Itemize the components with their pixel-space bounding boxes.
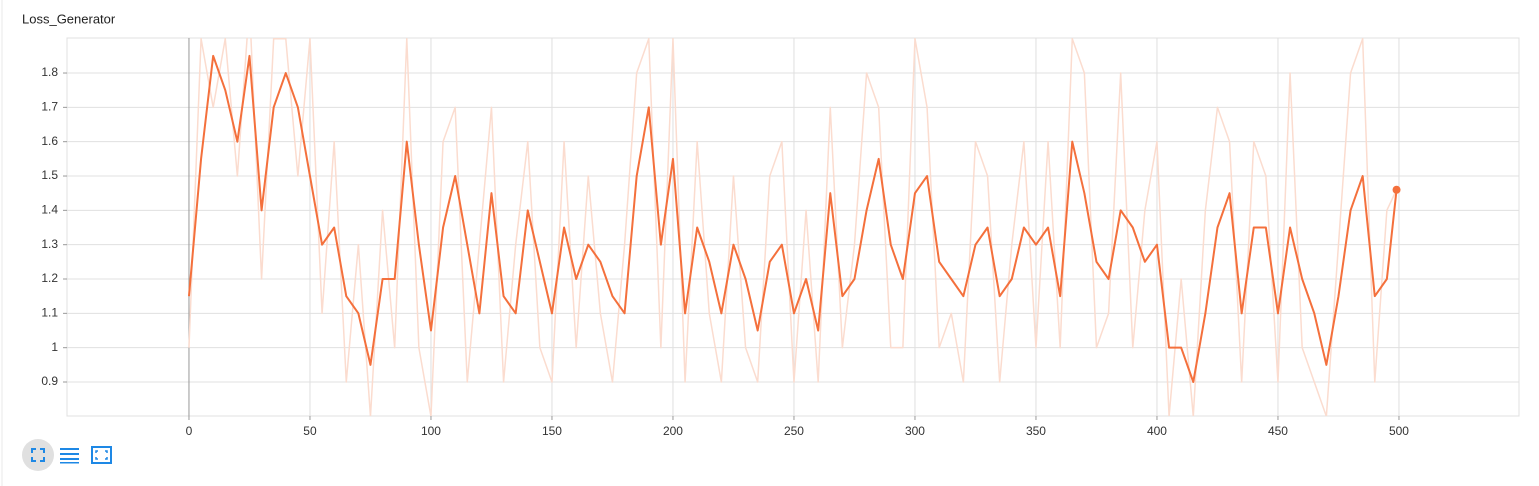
y-tick-label: 1.3 (41, 237, 58, 251)
x-tick-label: 300 (905, 424, 925, 438)
x-tick-label: 100 (421, 424, 441, 438)
y-tick-label: 1.8 (41, 65, 58, 79)
x-tick-label: 200 (663, 424, 683, 438)
x-tick-label: 500 (1389, 424, 1409, 438)
plot-area (66, 37, 1520, 417)
y-tick-label: 1.5 (41, 168, 58, 182)
last-point (1392, 185, 1401, 194)
y-tick-label: 1.6 (41, 134, 58, 148)
x-tick-label: 150 (542, 424, 562, 438)
toggle-log-button[interactable] (60, 448, 79, 464)
chart-title: Loss_Generator (22, 11, 116, 26)
series-line (188, 38, 1398, 416)
y-tick-label: 0.9 (41, 374, 58, 388)
y-tick-label: 1.4 (41, 203, 58, 217)
x-tick-label: 350 (1026, 424, 1046, 438)
x-tick-label: 0 (186, 424, 193, 438)
y-tick-label: 1.2 (41, 271, 58, 285)
y-tick-label: 1.7 (41, 100, 58, 114)
x-tick-label: 50 (303, 424, 317, 438)
y-tick-label: 1.1 (41, 306, 58, 320)
x-tick-label: 400 (1147, 424, 1167, 438)
x-tick-label: 450 (1268, 424, 1288, 438)
x-tick-label: 250 (784, 424, 804, 438)
y-tick-label: 1 (51, 340, 58, 354)
series-line (187, 54, 1398, 384)
expand-button[interactable] (91, 446, 112, 464)
fit-domain-button[interactable] (22, 439, 54, 471)
